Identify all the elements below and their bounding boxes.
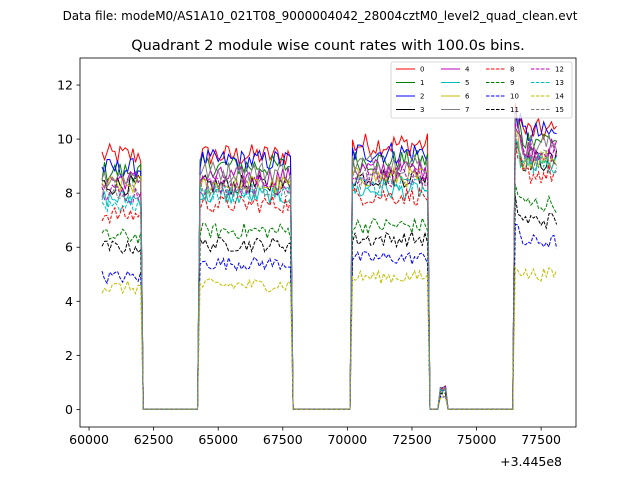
y-tick-label: 6 xyxy=(65,240,73,255)
legend-label-13: 13 xyxy=(555,79,564,87)
legend-label-0: 0 xyxy=(420,66,424,74)
legend-label-9: 9 xyxy=(510,79,514,87)
axes-frame xyxy=(79,57,577,428)
y-tick-label: 4 xyxy=(65,294,73,309)
legend-label-11: 11 xyxy=(510,106,519,114)
y-tick-label: 2 xyxy=(65,348,73,363)
legend-label-1: 1 xyxy=(420,79,424,87)
x-tick-label: 70000 xyxy=(327,432,367,447)
series-line-14 xyxy=(101,265,558,410)
y-tick-label: 10 xyxy=(57,132,73,147)
legend-label-12: 12 xyxy=(555,66,564,74)
legend-label-6: 6 xyxy=(465,93,470,101)
x-tick-label: 77500 xyxy=(521,432,561,447)
legend-label-5: 5 xyxy=(465,79,469,87)
y-tick-label: 0 xyxy=(65,402,73,417)
legend-label-15: 15 xyxy=(555,106,564,114)
x-tick-label: 62500 xyxy=(134,432,174,447)
legend-label-3: 3 xyxy=(420,106,424,114)
legend-label-2: 2 xyxy=(420,93,424,101)
x-tick-label: 60000 xyxy=(69,432,109,447)
legend-label-14: 14 xyxy=(555,93,564,101)
plot-area xyxy=(101,103,558,410)
series-line-15 xyxy=(101,128,558,410)
x-tick-label: 67500 xyxy=(263,432,303,447)
x-tick-label: 65000 xyxy=(198,432,238,447)
x-axis-offset-label: +3.445e8 xyxy=(500,454,562,469)
legend-box xyxy=(390,61,573,119)
chart-title: Quadrant 2 module wise count rates with … xyxy=(131,38,525,54)
legend-label-4: 4 xyxy=(465,66,470,74)
y-tick-label: 12 xyxy=(57,78,73,93)
legend-label-8: 8 xyxy=(510,66,514,74)
legend-label-7: 7 xyxy=(465,106,469,114)
figure-suptitle: Data file: modeM0/AS1A10_021T08_90000040… xyxy=(63,9,578,23)
y-tick-label: 8 xyxy=(65,186,73,201)
axes: 60000 62500 65000 67500 70000 72500 75000 77500… xyxy=(57,57,577,447)
x-tick-label: 72500 xyxy=(392,432,432,447)
x-tick-label: 75000 xyxy=(457,432,497,447)
legend-label-10: 10 xyxy=(510,93,519,101)
